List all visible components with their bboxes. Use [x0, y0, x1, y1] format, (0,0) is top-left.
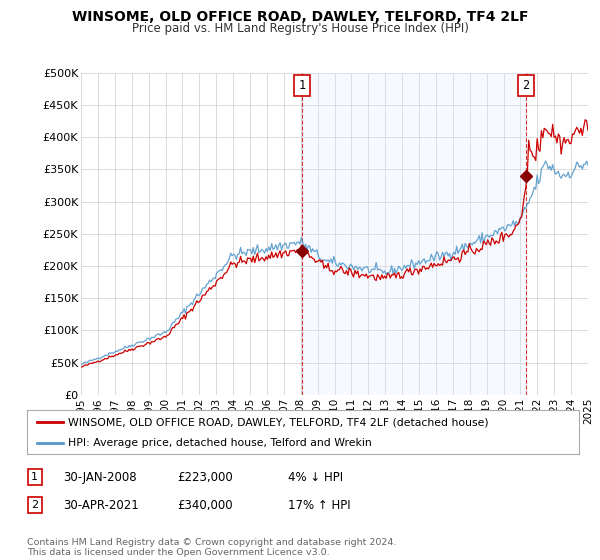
Text: 1: 1 — [31, 472, 38, 482]
Text: Contains HM Land Registry data © Crown copyright and database right 2024.
This d: Contains HM Land Registry data © Crown c… — [27, 538, 397, 557]
Text: £340,000: £340,000 — [177, 498, 233, 512]
Text: 2: 2 — [31, 500, 38, 510]
Text: 2: 2 — [523, 79, 530, 92]
Text: WINSOME, OLD OFFICE ROAD, DAWLEY, TELFORD, TF4 2LF: WINSOME, OLD OFFICE ROAD, DAWLEY, TELFOR… — [72, 10, 528, 24]
Text: 30-JAN-2008: 30-JAN-2008 — [63, 470, 137, 484]
Text: WINSOME, OLD OFFICE ROAD, DAWLEY, TELFORD, TF4 2LF (detached house): WINSOME, OLD OFFICE ROAD, DAWLEY, TELFOR… — [68, 417, 489, 427]
Text: £223,000: £223,000 — [177, 470, 233, 484]
Text: HPI: Average price, detached house, Telford and Wrekin: HPI: Average price, detached house, Telf… — [68, 438, 372, 447]
Text: 17% ↑ HPI: 17% ↑ HPI — [288, 498, 350, 512]
Text: 4% ↓ HPI: 4% ↓ HPI — [288, 470, 343, 484]
Text: Price paid vs. HM Land Registry's House Price Index (HPI): Price paid vs. HM Land Registry's House … — [131, 22, 469, 35]
Bar — [302, 73, 526, 395]
Text: 30-APR-2021: 30-APR-2021 — [63, 498, 139, 512]
Text: 1: 1 — [298, 79, 305, 92]
